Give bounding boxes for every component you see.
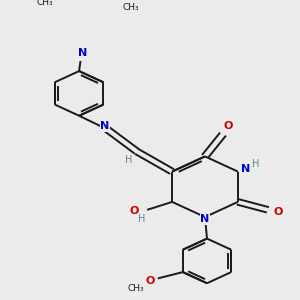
Text: N: N [79,48,88,58]
Text: CH₃: CH₃ [123,3,140,12]
Text: N: N [100,121,110,131]
Text: O: O [129,206,139,217]
Text: O: O [223,121,233,131]
Text: O: O [145,276,154,286]
Text: H: H [138,214,146,224]
Text: H: H [252,159,260,170]
Text: H: H [125,154,133,165]
Text: N: N [200,214,210,224]
Text: CH₃: CH₃ [37,0,53,7]
Text: CH₃: CH₃ [128,284,144,292]
Text: N: N [241,164,250,174]
Text: O: O [273,207,283,217]
